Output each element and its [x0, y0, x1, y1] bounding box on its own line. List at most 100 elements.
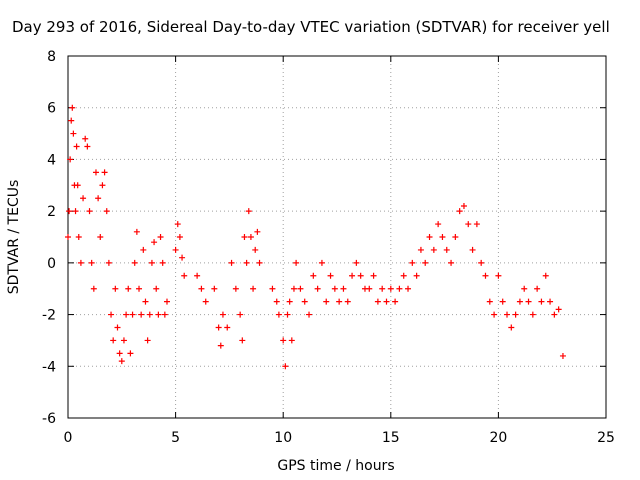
data-point [366, 285, 373, 292]
x-tick-label: 15 [382, 430, 400, 446]
data-point [105, 259, 112, 266]
data-point [99, 182, 106, 189]
data-point [499, 298, 506, 305]
data-point [422, 259, 429, 266]
data-point [430, 246, 437, 253]
data-point [243, 259, 250, 266]
y-tick-label: 2 [47, 204, 56, 220]
data-point [114, 324, 121, 331]
data-point [68, 117, 75, 124]
data-point [473, 221, 480, 228]
x-tick-label: 5 [171, 430, 180, 446]
data-point [254, 228, 261, 235]
data-point [538, 298, 545, 305]
data-point [112, 285, 119, 292]
data-point [547, 298, 554, 305]
data-point [542, 272, 549, 279]
data-point [516, 298, 523, 305]
data-point [155, 311, 162, 318]
data-point [426, 234, 433, 240]
data-point [215, 324, 222, 331]
x-tick-labels: 0 5 10 15 20 25 [64, 430, 615, 446]
data-point [241, 234, 248, 240]
data-point [239, 337, 246, 344]
x-axis-label: GPS time / hours [277, 458, 394, 474]
data-point [92, 169, 99, 176]
data-point [275, 311, 282, 318]
data-point [142, 298, 149, 305]
data-point [495, 272, 502, 279]
data-point [224, 324, 231, 331]
y-tick-label: -4 [42, 359, 56, 375]
data-point [336, 298, 343, 305]
data-point [435, 221, 442, 228]
data-point [486, 298, 493, 305]
data-point [101, 169, 108, 176]
data-point [383, 298, 390, 305]
data-point [413, 272, 420, 279]
data-point [256, 259, 263, 266]
data-point [163, 298, 170, 305]
data-point [245, 208, 252, 215]
data-point [247, 234, 254, 240]
data-point [176, 234, 183, 240]
y-tick-label: 6 [47, 101, 56, 117]
data-point [521, 285, 528, 292]
data-point [161, 311, 168, 318]
data-point [273, 298, 280, 305]
data-point [310, 272, 317, 279]
y-tick-label: 0 [47, 256, 56, 272]
data-point [353, 259, 360, 266]
data-point [306, 311, 313, 318]
data-point [198, 285, 205, 292]
data-point [72, 208, 79, 215]
data-point [146, 311, 153, 318]
data-point [110, 337, 117, 344]
data-point [123, 311, 130, 318]
data-point [95, 195, 102, 202]
data-point [349, 272, 356, 279]
data-point [297, 285, 304, 292]
data-point [344, 298, 351, 305]
data-point [103, 208, 110, 215]
data-point [120, 337, 127, 344]
y-tick-labels: -6 -4 -2 0 2 4 6 8 [42, 49, 56, 427]
data-point [405, 285, 412, 292]
data-point [482, 272, 489, 279]
data-point [387, 285, 394, 292]
x-tick-label: 25 [597, 430, 615, 446]
data-point [282, 363, 289, 370]
data-point [74, 182, 81, 189]
data-point [551, 311, 558, 318]
data-point [127, 350, 134, 357]
data-point [133, 228, 140, 235]
data-point [65, 234, 71, 240]
data-point [409, 259, 416, 266]
data-point [67, 156, 74, 163]
data-point [529, 311, 536, 318]
data-point [228, 259, 235, 266]
y-tick-label: -2 [42, 308, 56, 324]
data-point [84, 143, 91, 150]
data-point [131, 259, 138, 266]
data-point [125, 285, 132, 292]
data-point [252, 246, 259, 253]
data-point [237, 311, 244, 318]
data-point [469, 246, 476, 253]
data-point [286, 298, 293, 305]
data-point [525, 298, 532, 305]
data-point [559, 352, 566, 359]
chart-title: Day 293 of 2016, Sidereal Day-to-day VTE… [12, 18, 610, 36]
data-point [90, 285, 97, 292]
data-point [250, 285, 257, 292]
x-tick-label: 20 [489, 430, 507, 446]
data-point [370, 272, 377, 279]
data-point [288, 337, 295, 344]
data-point [66, 208, 73, 215]
data-point [379, 285, 386, 292]
data-point [129, 311, 136, 318]
data-point [452, 234, 459, 240]
data-point [77, 259, 84, 266]
data-point [478, 259, 485, 266]
